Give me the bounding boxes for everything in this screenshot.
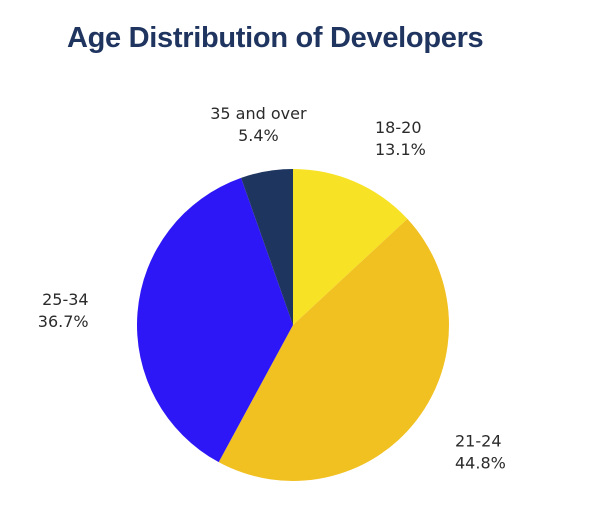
pie-slice-18-20: [293, 169, 408, 325]
slice-label-18-20: 18-20 13.1%: [375, 118, 426, 159]
slice-percent: 44.8%: [455, 454, 506, 473]
slice-label-35-and-over: 35 and over 5.4%: [210, 104, 307, 145]
slice-category: 21-24: [455, 432, 502, 451]
slice-category: 18-20: [375, 118, 422, 137]
slice-label-25-34: 25-34 36.7%: [38, 290, 89, 331]
slice-category: 25-34: [42, 290, 89, 309]
pie-slice-25-34: [137, 177, 293, 463]
slice-percent: 5.4%: [238, 126, 279, 145]
chart-title: Age Distribution of Developers: [67, 22, 484, 54]
slice-label-21-24: 21-24 44.8%: [455, 432, 506, 473]
pie-slice-21-24: [218, 218, 449, 481]
pie-slice-35-and-over: [241, 169, 293, 325]
slice-percent: 13.1%: [375, 140, 426, 159]
slice-category: 35 and over: [210, 104, 307, 123]
slice-percent: 36.7%: [38, 312, 89, 331]
